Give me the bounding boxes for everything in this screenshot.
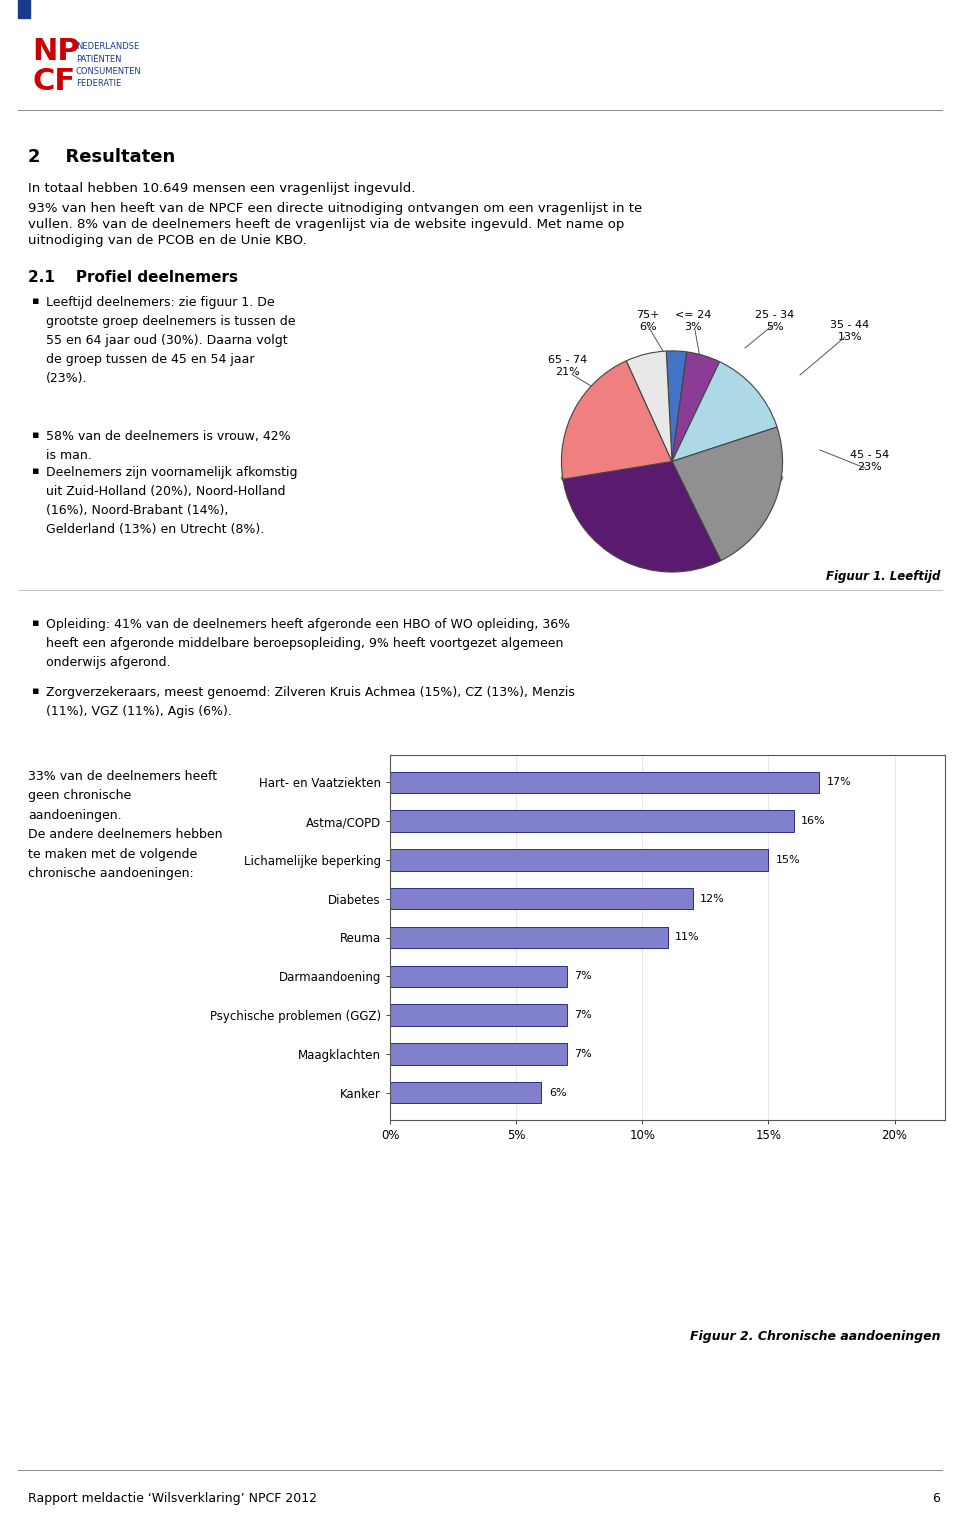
Text: 11%: 11% xyxy=(675,932,700,943)
Text: Figuur 1. Leeftijd: Figuur 1. Leeftijd xyxy=(826,570,940,583)
Text: 7%: 7% xyxy=(574,1011,592,1020)
Text: In totaal hebben 10.649 mensen een vragenlijst ingevuld.: In totaal hebben 10.649 mensen een vrage… xyxy=(28,182,416,195)
Text: ▪: ▪ xyxy=(32,297,39,306)
Text: 12%: 12% xyxy=(700,894,725,903)
Text: ▪: ▪ xyxy=(32,685,39,696)
Bar xyxy=(18,0,30,18)
Bar xyxy=(390,811,794,832)
Text: 2.1    Profiel deelnemers: 2.1 Profiel deelnemers xyxy=(28,269,238,284)
Text: 65 - 74
21%: 65 - 74 21% xyxy=(548,356,588,377)
Text: 33% van de deelnemers heeft
geen chronische
aandoeningen.
De andere deelnemers h: 33% van de deelnemers heeft geen chronis… xyxy=(28,770,223,881)
Bar xyxy=(390,1005,566,1026)
Wedge shape xyxy=(562,360,672,480)
Bar xyxy=(390,1082,541,1103)
Text: <= 24
3%: <= 24 3% xyxy=(675,310,711,331)
Text: ▪: ▪ xyxy=(32,466,39,477)
Text: uitnodiging van de PCOB en de Unie KBO.: uitnodiging van de PCOB en de Unie KBO. xyxy=(28,235,307,247)
Text: 93% van hen heeft van de NPCF een directe uitnodiging ontvangen om een vragenlij: 93% van hen heeft van de NPCF een direct… xyxy=(28,203,642,215)
Bar xyxy=(390,927,667,949)
Text: 15%: 15% xyxy=(776,855,801,865)
Bar xyxy=(390,965,566,986)
Bar xyxy=(390,1044,566,1065)
Text: 17%: 17% xyxy=(827,778,852,787)
Text: 35 - 44
13%: 35 - 44 13% xyxy=(830,321,870,342)
Ellipse shape xyxy=(562,461,782,495)
Text: NP: NP xyxy=(32,38,80,67)
Wedge shape xyxy=(563,461,721,572)
Text: 6%: 6% xyxy=(549,1088,566,1098)
Text: ▪: ▪ xyxy=(32,617,39,628)
Text: 7%: 7% xyxy=(574,971,592,982)
Text: 45 - 54
23%: 45 - 54 23% xyxy=(851,449,890,472)
Text: NEDERLANDSE
PATIËNTEN
CONSUMENTEN
FEDERATIE: NEDERLANDSE PATIËNTEN CONSUMENTEN FEDERA… xyxy=(76,42,142,88)
Text: CF: CF xyxy=(32,68,75,97)
Text: 25 - 34
5%: 25 - 34 5% xyxy=(756,310,795,331)
Text: 55 - 64
30%: 55 - 64 30% xyxy=(598,520,637,542)
Text: 58% van de deelnemers is vrouw, 42%
is man.: 58% van de deelnemers is vrouw, 42% is m… xyxy=(46,430,291,461)
Text: 7%: 7% xyxy=(574,1049,592,1059)
Wedge shape xyxy=(672,427,782,561)
Bar xyxy=(390,849,768,870)
Text: Opleiding: 41% van de deelnemers heeft afgeronde een HBO of WO opleiding, 36%
he: Opleiding: 41% van de deelnemers heeft a… xyxy=(46,617,570,669)
Wedge shape xyxy=(672,353,720,461)
Text: Figuur 2. Chronische aandoeningen: Figuur 2. Chronische aandoeningen xyxy=(689,1330,940,1344)
Wedge shape xyxy=(626,351,672,461)
Wedge shape xyxy=(672,362,777,461)
Text: Deelnemers zijn voornamelijk afkomstig
uit Zuid-Holland (20%), Noord-Holland
(16: Deelnemers zijn voornamelijk afkomstig u… xyxy=(46,466,298,536)
Wedge shape xyxy=(666,351,686,461)
Text: 75+
6%: 75+ 6% xyxy=(636,310,660,331)
Text: 2    Resultaten: 2 Resultaten xyxy=(28,148,176,166)
Text: Leeftijd deelnemers: zie figuur 1. De
grootste groep deelnemers is tussen de
55 : Leeftijd deelnemers: zie figuur 1. De gr… xyxy=(46,297,296,384)
Text: Rapport meldactie ‘Wilsverklaring’ NPCF 2012: Rapport meldactie ‘Wilsverklaring’ NPCF … xyxy=(28,1492,317,1505)
Text: vullen. 8% van de deelnemers heeft de vragenlijst via de website ingevuld. Met n: vullen. 8% van de deelnemers heeft de vr… xyxy=(28,218,624,231)
Text: ▪: ▪ xyxy=(32,430,39,440)
Text: 6: 6 xyxy=(932,1492,940,1505)
Bar xyxy=(390,888,693,909)
Text: 16%: 16% xyxy=(802,816,826,826)
Text: Zorgverzekeraars, meest genoemd: Zilveren Kruis Achmea (15%), CZ (13%), Menzis
(: Zorgverzekeraars, meest genoemd: Zilvere… xyxy=(46,685,575,719)
Bar xyxy=(390,772,819,793)
